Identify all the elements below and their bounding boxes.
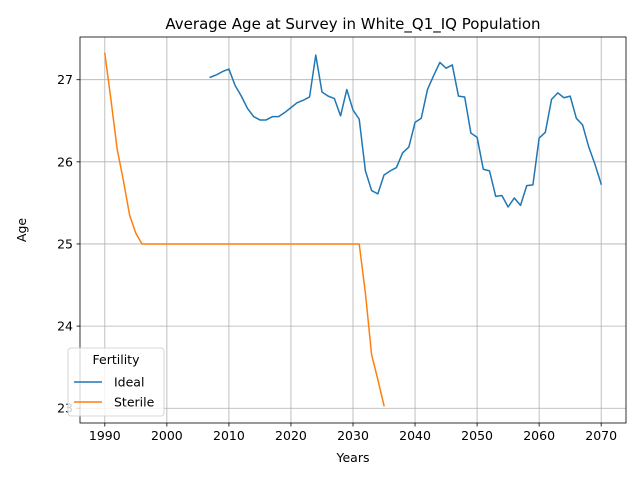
legend-box xyxy=(67,347,165,417)
y-tick-label: 24 xyxy=(57,319,73,334)
y-axis-label: Age xyxy=(14,218,29,242)
chart-title: Average Age at Survey in White_Q1_IQ Pop… xyxy=(165,15,540,34)
legend: Fertility Ideal Sterile xyxy=(67,347,165,417)
x-tick-label: 2010 xyxy=(213,428,245,443)
series-line-ideal xyxy=(209,54,603,208)
x-tick-label: 2040 xyxy=(399,428,431,443)
x-tick-label: 1990 xyxy=(89,428,121,443)
series-line-sterile xyxy=(103,52,385,407)
y-tick-label: 27 xyxy=(57,72,73,87)
x-tick-label: 2020 xyxy=(275,428,307,443)
series-layer xyxy=(103,52,603,407)
legend-label-sterile: Sterile xyxy=(114,395,155,410)
x-tick-label: 2000 xyxy=(151,428,183,443)
x-tick-label: 2070 xyxy=(585,428,617,443)
legend-label-ideal: Ideal xyxy=(114,375,144,390)
x-tick-label: 2030 xyxy=(337,428,369,443)
x-tick-label: 2060 xyxy=(523,428,555,443)
y-tick-label: 26 xyxy=(57,154,73,169)
y-tick-label: 25 xyxy=(57,236,73,251)
x-tick-label: 2050 xyxy=(461,428,493,443)
grid-layer xyxy=(80,37,626,423)
legend-title: Fertility xyxy=(93,352,141,367)
legend-entries: Ideal Sterile xyxy=(74,375,155,410)
x-axis-label: Years xyxy=(336,450,370,465)
